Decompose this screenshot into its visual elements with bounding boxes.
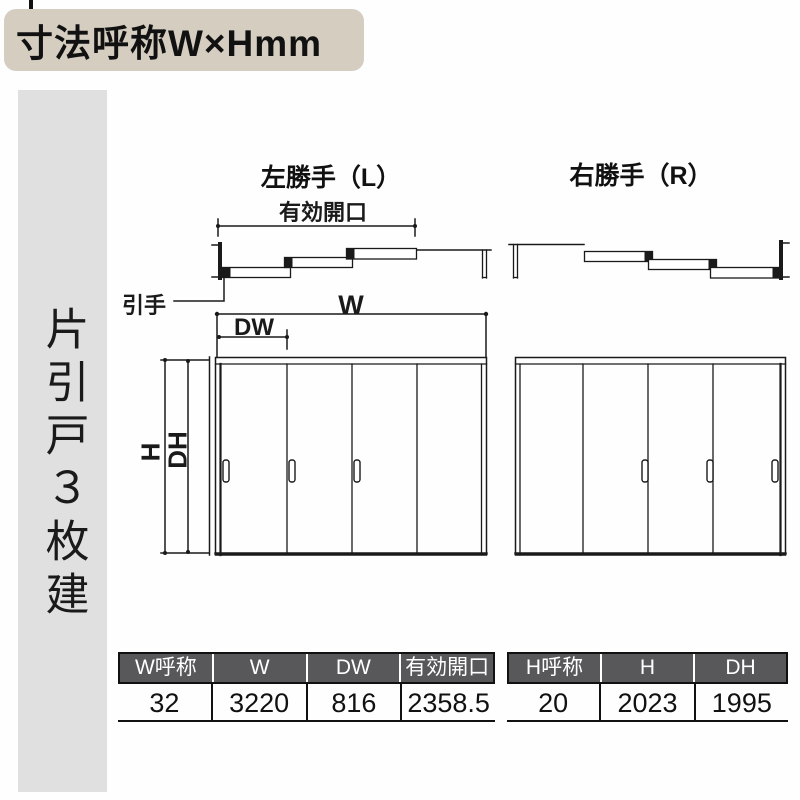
w-table-header-cell: W呼称 <box>134 656 197 679</box>
w-table-value-cell: 32 <box>149 688 180 718</box>
w-table-header-cell: 有効開口 <box>399 654 493 682</box>
h-table-value-cell: 2023 <box>599 684 693 720</box>
w-table-header-row: W呼称 W DW 有効開口 <box>118 652 495 684</box>
right-elevation-view <box>514 356 787 557</box>
h-table-value-cell: 20 <box>538 688 569 718</box>
pull-handle-label: 引手 <box>122 293 167 318</box>
w-table-value-row: 32 3220 816 2358.5 <box>118 684 495 722</box>
door-handle-icon <box>288 459 296 483</box>
w-spec-table: W呼称 W DW 有効開口 32 3220 816 2358.5 <box>118 652 495 722</box>
corner-tick-mark <box>29 0 33 9</box>
h-table-header-row: H呼称 H DH <box>507 652 788 684</box>
door-handle-icon <box>641 459 649 483</box>
h-table-header-cell: H <box>600 654 693 682</box>
left-elevation-view <box>214 356 488 557</box>
title-box: 寸法呼称W×Hmm <box>4 9 364 71</box>
door-handle-icon <box>222 459 230 483</box>
sidebar-label: 片引戸３枚建 <box>38 306 88 624</box>
page-title: 寸法呼称W×Hmm <box>16 23 323 64</box>
right-diagram-heading: 右勝手（R） <box>569 162 713 190</box>
h-spec-table: H呼称 H DH 20 2023 1995 <box>507 652 788 722</box>
door-handle-icon <box>706 459 714 483</box>
h-table-header-cell: H呼称 <box>525 656 584 679</box>
left-elevation-dimensions <box>160 311 489 556</box>
w-table-value-cell: 816 <box>305 684 401 720</box>
left-plan-view <box>173 218 492 302</box>
dim-label-w: W <box>338 290 364 320</box>
w-table-value-cell: 2358.5 <box>400 684 495 720</box>
effective-opening-label: 有効開口 <box>278 200 367 225</box>
w-table-value-cell: 3220 <box>210 684 306 720</box>
right-plan-view <box>508 240 790 280</box>
h-table-value-cell: 1995 <box>693 684 788 720</box>
left-diagram-heading: 左勝手（L） <box>260 164 402 192</box>
sidebar: 片引戸３枚建 <box>18 90 107 792</box>
h-table-value-row: 20 2023 1995 <box>507 684 788 722</box>
w-table-header-cell: DW <box>305 654 400 682</box>
door-handle-icon <box>771 459 779 483</box>
dim-label-dw: DW <box>234 314 274 341</box>
w-table-header-cell: W <box>211 654 306 682</box>
door-handle-icon <box>353 459 361 483</box>
h-table-header-cell: DH <box>693 654 786 682</box>
dim-label-dh: DH <box>162 431 193 469</box>
